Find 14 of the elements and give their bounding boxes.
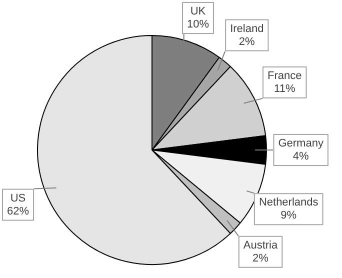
slice-label: Austria xyxy=(243,239,278,252)
data-label: 9% xyxy=(280,210,297,222)
data-label: 2% xyxy=(252,252,269,264)
data-label: 2% xyxy=(238,36,256,48)
data-label: 4% xyxy=(292,150,310,163)
slice-label: Germany xyxy=(278,138,324,150)
slice-label: Ireland xyxy=(230,22,264,35)
slice-label: UK xyxy=(190,6,206,18)
data-label: 10% xyxy=(186,18,210,31)
slice-label: US xyxy=(10,192,26,204)
slice-label: France xyxy=(268,70,302,82)
slice-label: Netherlands xyxy=(258,196,319,209)
data-label: 11% xyxy=(274,82,296,95)
data-label: 62% xyxy=(6,205,30,218)
